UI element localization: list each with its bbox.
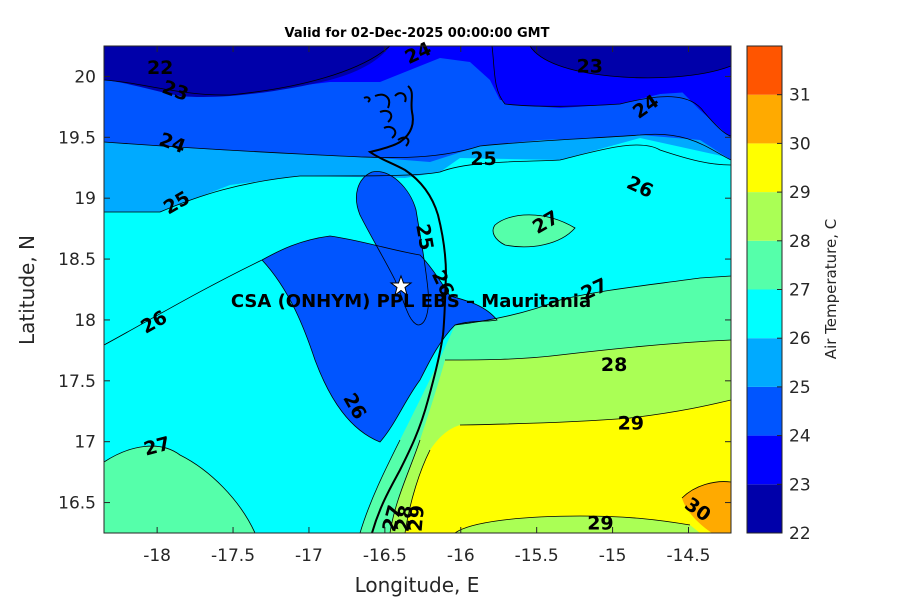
colorbar-swatch bbox=[747, 289, 782, 339]
y-tick-label: 16.5 bbox=[58, 494, 96, 514]
colorbar-swatch bbox=[747, 435, 782, 485]
band-27-28-island bbox=[493, 214, 575, 247]
site-marker: CSA (ONHYM) PPL EBS – Mauritania bbox=[231, 274, 591, 312]
colorbar-swatch bbox=[747, 94, 782, 144]
x-tick-label: -14.5 bbox=[666, 546, 710, 566]
y-tick-label: 17 bbox=[74, 433, 96, 453]
contour-label: 25 bbox=[470, 148, 496, 170]
colorbar-tick-label: 23 bbox=[789, 475, 811, 495]
y-axis-label: Latitude, N bbox=[15, 235, 39, 345]
colorbar-tick-label: 28 bbox=[789, 232, 811, 252]
contour-label: 29 bbox=[618, 412, 644, 434]
contour-lines bbox=[104, 46, 731, 533]
band-30-31 bbox=[682, 481, 731, 533]
colorbar-tick-label: 24 bbox=[789, 427, 811, 447]
colorbar-tick-label: 29 bbox=[789, 183, 811, 203]
colorbar-swatch bbox=[747, 143, 782, 193]
x-tick-label: -18 bbox=[143, 546, 171, 566]
colorbar-swatch bbox=[747, 192, 782, 241]
contour-label: 28 bbox=[391, 503, 417, 533]
band-24-25-tongue bbox=[262, 236, 497, 442]
y-axis: 16.5 17 17.5 18 18.5 19 19.5 20 bbox=[58, 67, 731, 514]
y-tick-label: 18.5 bbox=[58, 250, 96, 270]
colorbar-swatch bbox=[747, 484, 782, 533]
contour-label: 23 bbox=[577, 56, 603, 78]
x-tick-label: -17 bbox=[295, 546, 323, 566]
y-tick-label: 19 bbox=[74, 189, 96, 209]
colorbar-tick-label: 27 bbox=[789, 281, 811, 301]
colorbar-tick-label: 30 bbox=[789, 134, 811, 154]
inland-cool-pocket bbox=[356, 171, 429, 325]
band-28-29-south bbox=[455, 516, 700, 533]
colorbar-label: Air Temperature, C bbox=[822, 219, 840, 359]
band-29-30 bbox=[405, 400, 731, 533]
x-tick-label: -16 bbox=[447, 546, 475, 566]
star-icon bbox=[389, 274, 413, 297]
contour-fill-layer bbox=[104, 46, 731, 533]
colorbar-tick-label: 31 bbox=[789, 86, 811, 106]
x-tick-label: -17.5 bbox=[211, 546, 255, 566]
band-22-23 bbox=[104, 46, 390, 98]
x-tick-label: -15.5 bbox=[515, 546, 559, 566]
y-tick-label: 20 bbox=[74, 67, 96, 87]
contour-label: 29 bbox=[587, 512, 613, 534]
x-tick-label: -15 bbox=[599, 546, 627, 566]
y-tick-label: 18 bbox=[74, 311, 96, 331]
coastline bbox=[363, 85, 448, 533]
colorbar-swatch bbox=[747, 386, 782, 436]
contour-label: 29 bbox=[405, 504, 429, 532]
colorbar-tick-label: 22 bbox=[789, 524, 811, 544]
y-tick-label: 17.5 bbox=[58, 372, 96, 392]
colorbar-swatch bbox=[747, 46, 782, 95]
colorbar-tick-label: 25 bbox=[789, 378, 811, 398]
chart-title: Valid for 02-Dec-2025 00:00:00 GMT bbox=[285, 26, 550, 41]
contour-label: 28 bbox=[601, 354, 627, 376]
x-axis: -18 -17.5 -17 -16.5 -16 -15.5 -15 -14.5 bbox=[143, 46, 710, 566]
band-27-28-sw bbox=[104, 446, 255, 533]
plot-frame bbox=[103, 45, 732, 534]
contour-label: 22 bbox=[147, 57, 173, 79]
colorbar-swatch bbox=[747, 338, 782, 387]
colorbar-tick-label: 26 bbox=[789, 329, 811, 349]
colorbar-swatch bbox=[747, 240, 782, 290]
colorbar: 22 23 24 25 26 27 28 29 30 31 bbox=[746, 45, 811, 544]
band-22-23-ne bbox=[530, 46, 731, 78]
x-axis-label: Longitude, E bbox=[355, 573, 480, 597]
site-label: CSA (ONHYM) PPL EBS – Mauritania bbox=[231, 291, 591, 312]
y-tick-label: 19.5 bbox=[58, 128, 96, 148]
x-tick-label: -16.5 bbox=[363, 546, 407, 566]
contour-label: 25 bbox=[411, 222, 437, 252]
